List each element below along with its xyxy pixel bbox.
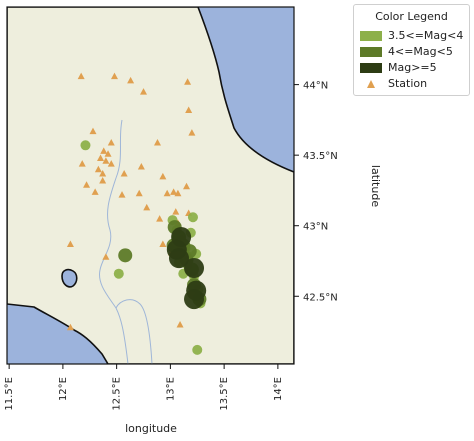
station-marker [89,127,97,135]
river-tiber [99,119,129,364]
station-marker [137,162,145,170]
station-marker [66,240,74,248]
station-marker [118,191,126,198]
station-marker [183,182,191,190]
plot-frame [6,6,295,365]
station-marker [140,88,148,95]
event-marker-mag-ge-5 [184,289,205,310]
land-area [7,7,294,364]
station-marker [156,215,164,222]
station-marker [188,129,196,136]
station-marker [91,188,99,195]
station-marker [104,150,112,157]
station-marker [163,189,171,197]
station-marker [127,76,135,84]
legend-title: Color Legend [375,10,448,23]
station-marker [100,147,108,154]
event-marker-mag-ge-5 [168,248,189,269]
legend-label-mid: 4<=Mag<5 [388,45,453,58]
station-marker [77,72,85,80]
station-marker [66,323,74,331]
legend-label-low: 3.5<=Mag<4 [388,29,464,42]
event-marker-mag-3-5-to-4 [187,212,198,223]
legend-swatch-high [360,63,382,73]
station-marker [143,203,151,211]
station-triangle-icon [360,79,382,89]
station-marker [99,170,107,177]
river-branch [115,299,153,364]
events-layer [80,140,207,355]
station-marker [99,177,107,184]
event-marker-mag-3-5-to-4 [113,268,124,279]
lon-tick-label: 12°E [58,377,69,401]
station-marker [102,253,110,260]
lat-tick-label: 42.5°N [303,292,338,303]
station-marker [120,170,128,177]
legend-item-low: 3.5<=Mag<4 [360,29,463,43]
station-marker [78,160,86,167]
station-marker [102,157,110,164]
ticks-layer: 11.5°E 12°E 12.5°E 13°E 13.5°E 14°E 44°N 43.5°N… [4,81,338,411]
station-marker [176,320,184,328]
station-marker [153,138,161,146]
station-marker [107,138,115,146]
lat-tick-label: 43°N [303,222,328,233]
station-marker [172,208,180,215]
station-marker [107,160,115,167]
lon-tick-label: 11.5°E [4,377,15,411]
legend-swatch-mid [360,47,382,57]
legend-swatch-low [360,31,382,41]
station-marker [83,181,91,188]
event-marker-mag-3-5-to-4 [80,140,91,151]
legend-label-high: Mag>=5 [388,61,437,74]
lake-trasimeno [61,268,78,288]
event-marker-mag-ge-5 [184,258,205,279]
event-marker-mag-4-to-5 [118,248,133,263]
station-marker [159,172,167,180]
lat-tick-label: 43.5°N [303,151,338,162]
lat-tick-label: 44°N [303,81,328,92]
legend-item-mid: 4<=Mag<5 [360,45,453,59]
lon-tick-label: 13°E [165,377,176,401]
station-marker [174,189,182,197]
station-marker [159,240,167,248]
y-axis-label: latitude [369,165,382,207]
event-marker-mag-3-5-to-4 [192,344,203,355]
lon-tick-label: 13.5°E [219,377,230,411]
station-marker [110,72,118,80]
station-marker [97,154,105,161]
color-legend: Color Legend 3.5<=Mag<4 4<=Mag<5 Mag>=5 … [353,4,470,96]
station-marker [184,78,192,85]
legend-label-station: Station [388,77,428,90]
station-marker [170,188,178,195]
lon-tick-label: 12.5°E [112,377,123,411]
x-axis-label: longitude [125,422,177,435]
legend-item-station: Station [360,77,427,91]
lon-tick-label: 14°E [273,377,284,401]
station-marker [94,165,102,173]
station-marker [135,189,143,197]
station-marker [185,106,193,114]
legend-item-high: Mag>=5 [360,61,437,75]
